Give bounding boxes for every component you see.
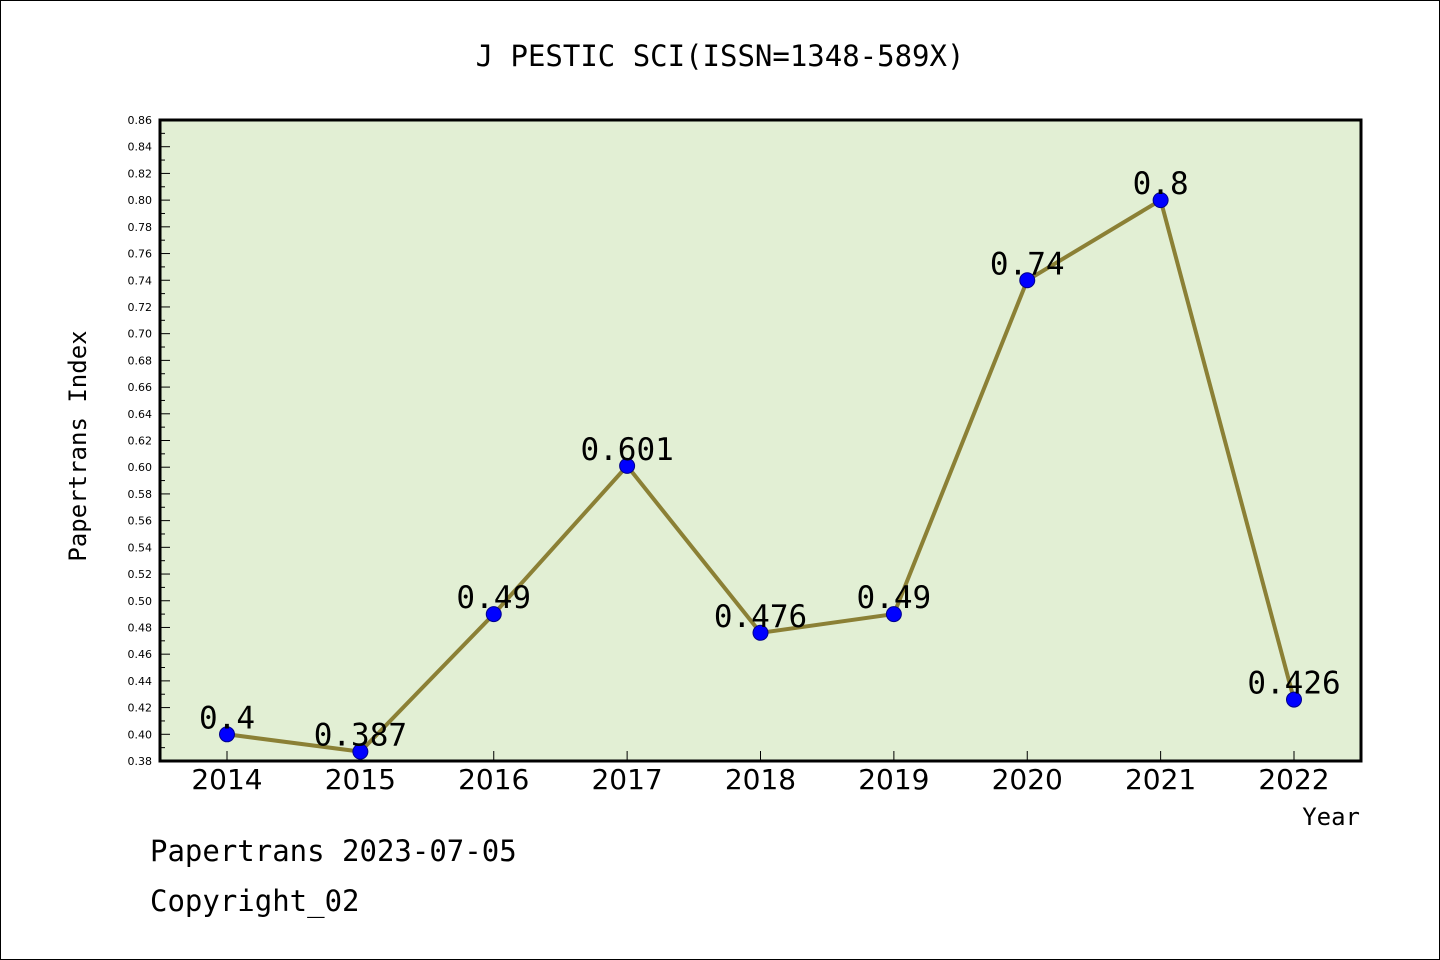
y-tick-label: 0.82 [128, 167, 153, 180]
y-tick-label: 0.66 [128, 381, 153, 394]
data-point [1019, 272, 1036, 289]
y-tick-label: 0.70 [128, 328, 153, 341]
data-point [885, 606, 902, 623]
data-label: 0.426 [1247, 666, 1340, 702]
y-axis-label: Papertrans Index [64, 330, 92, 561]
y-tick-label: 0.78 [128, 221, 153, 234]
x-axis-label: Year [1302, 803, 1360, 831]
y-tick-label: 0.84 [128, 141, 153, 154]
x-axis: 2014 2015 2016 2017 2018 2019 2020 2021 2022 [191, 751, 1330, 796]
y-tick-label: 0.68 [128, 354, 153, 367]
footer-copyright-line: Copyright_02 [150, 884, 360, 918]
y-tick-label: 0.80 [128, 194, 153, 207]
y-tick-label: 0.62 [128, 435, 153, 448]
data-point [219, 726, 235, 743]
data-point [485, 606, 502, 623]
y-tick-label: 0.46 [128, 648, 153, 661]
data-point [352, 743, 369, 760]
y-tick-label: 0.86 [128, 114, 153, 127]
data-label: 0.387 [314, 718, 407, 754]
data-label: 0.601 [580, 432, 673, 468]
data-point [1286, 691, 1302, 708]
y-tick-label: 0.76 [128, 248, 153, 261]
data-point [1152, 192, 1169, 209]
y-axis: 0.38 0.40 0.42 0.44 0.46 0.48 0.50 0.52 0.54 0.56… [128, 114, 170, 768]
y-tick-label: 0.50 [128, 595, 153, 608]
y-tick-label: 0.58 [128, 488, 153, 501]
footer-date-line: Papertrans 2023-07-05 [150, 834, 517, 868]
x-tick-label: 2021 [1125, 763, 1196, 796]
y-tick-label: 0.64 [128, 408, 153, 421]
data-label: 0.4 [199, 700, 255, 736]
data-label: 0.74 [990, 246, 1065, 282]
x-tick-label: 2018 [725, 763, 796, 796]
y-tick-label: 0.74 [128, 274, 153, 287]
y-tick-label: 0.44 [128, 675, 153, 688]
y-tick-label: 0.54 [128, 541, 153, 554]
series-papertrans-index: 0.4 0.387 0.49 0.601 0.476 0.49 0.74 0.8 0.426 [199, 166, 1341, 760]
y-tick-label: 0.72 [128, 301, 153, 314]
y-tick-label: 0.42 [128, 702, 153, 715]
y-tick-label: 0.38 [128, 755, 153, 768]
y-tick-label: 0.56 [128, 515, 153, 528]
data-point [752, 624, 769, 641]
x-tick-label: 2015 [325, 763, 396, 796]
x-tick-label: 2017 [591, 763, 662, 796]
y-tick-label: 0.52 [128, 568, 153, 581]
y-tick-label: 0.60 [128, 461, 153, 474]
data-label: 0.476 [714, 599, 807, 635]
data-label: 0.8 [1133, 166, 1189, 202]
data-point [619, 457, 636, 474]
y-tick-label: 0.48 [128, 621, 153, 634]
data-label: 0.49 [456, 580, 531, 616]
x-tick-label: 2020 [992, 763, 1063, 796]
x-tick-label: 2019 [858, 763, 929, 796]
plot-area [158, 118, 1363, 763]
x-tick-label: 2016 [458, 763, 529, 796]
data-label: 0.49 [857, 580, 932, 616]
x-tick-label: 2022 [1258, 763, 1329, 796]
y-tick-label: 0.40 [128, 728, 153, 741]
x-tick-label: 2014 [191, 763, 262, 796]
chart-title: J PESTIC SCI(ISSN=1348-589X) [476, 39, 965, 73]
